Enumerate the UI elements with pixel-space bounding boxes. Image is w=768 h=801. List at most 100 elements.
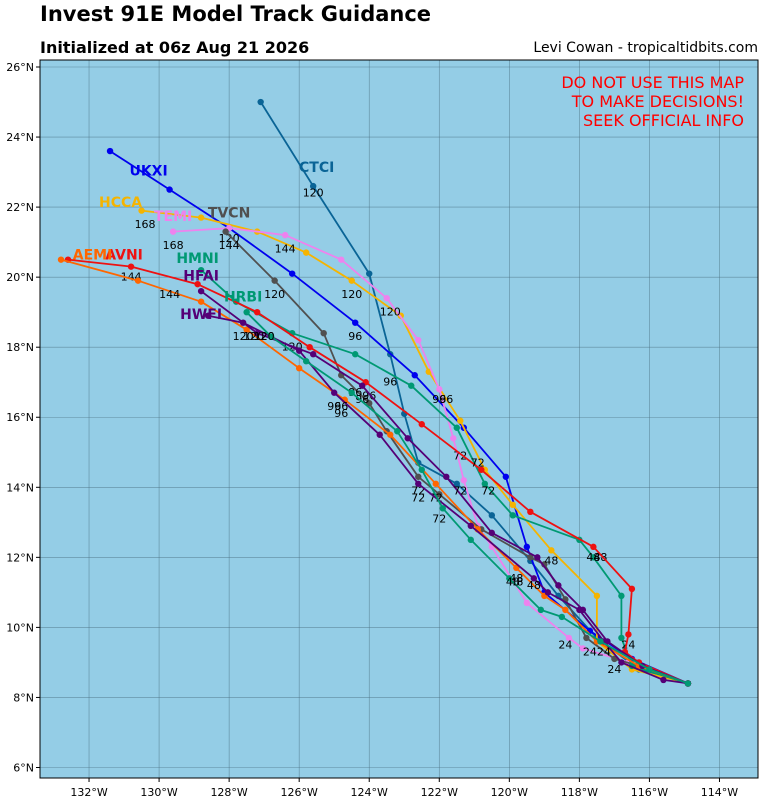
forecast-hour-label: 96 [334, 407, 348, 420]
forecast-hour-label: 72 [471, 456, 485, 469]
track-point [562, 606, 569, 614]
track-point [453, 480, 460, 487]
track-point [222, 228, 229, 235]
lon-tick-label: 114°W [701, 786, 738, 799]
track-point [579, 645, 587, 652]
track-point [457, 417, 464, 424]
track-point [387, 431, 394, 438]
track-point [194, 280, 201, 288]
lon-tick-label: 118°W [561, 786, 598, 799]
track-point [534, 554, 541, 561]
lat-tick-label: 8°N [13, 691, 34, 704]
forecast-hour-label: 72 [411, 491, 425, 504]
track-point [138, 207, 145, 214]
track-point [467, 536, 474, 544]
track-point [488, 512, 496, 519]
forecast-hour-label: 72 [453, 449, 467, 462]
track-point [348, 389, 355, 396]
forecast-hour-label: 96 [432, 393, 446, 406]
track-point [331, 389, 338, 396]
track-hrbi: 24 48 72 96 120 HRBI [224, 290, 692, 687]
forecast-hour-label: 120 [243, 330, 264, 343]
model-name-label: AEMI [73, 248, 113, 264]
forecast-hour-label: 144 [219, 239, 240, 252]
track-point [243, 308, 250, 316]
track-point [436, 491, 443, 498]
track-line [245, 311, 689, 685]
track-point [204, 312, 212, 319]
track-point [555, 582, 562, 589]
lon-tick-label: 116°W [631, 786, 668, 799]
track-point [197, 266, 205, 274]
track-point [295, 347, 303, 354]
track-point [239, 319, 247, 326]
forecast-hour-label: 48 [506, 575, 520, 588]
track-point [309, 351, 317, 358]
forecast-hour-label: 120 [341, 288, 362, 301]
track-hcca: 96 120 168 HCCA [99, 195, 692, 687]
forecast-hour-label: 120 [303, 187, 324, 200]
track-point [628, 585, 636, 593]
lon-tick-label: 122°W [421, 786, 458, 799]
forecast-hour-label: 120 [380, 306, 401, 319]
lon-tick-label: 120°W [491, 786, 528, 799]
lon-tick-label: 124°W [351, 786, 388, 799]
track-point [527, 554, 534, 561]
forecast-hour-label: 24 [558, 638, 572, 651]
track-point [523, 543, 531, 551]
credit-text: Levi Cowan - tropicaltidbits.com [533, 40, 758, 56]
track-point [302, 249, 310, 256]
warning-line: DO NOT USE THIS MAP [561, 73, 744, 92]
lon-tick-label: 132°W [70, 786, 107, 799]
track-point [506, 575, 513, 582]
model-tracks: 120CTCI96120UKXI96120168HCCA244872961201… [57, 98, 692, 687]
forecast-hour-label: 120 [219, 232, 240, 245]
forecast-hour-label: 96 [334, 400, 348, 413]
track-point [467, 522, 474, 530]
lat-tick-label: 22°N [6, 201, 34, 214]
forecast-hour-label: 72 [453, 484, 467, 497]
forecast-hour-label: 120 [254, 330, 275, 343]
forecast-hour-label: 72 [432, 512, 446, 525]
track-hmni: 24 48 72 96 120 HMNI [176, 251, 692, 687]
lat-tick-label: 6°N [13, 761, 34, 774]
track-point [530, 575, 538, 582]
track-point [267, 333, 275, 340]
forecast-hour-label: 96 [362, 390, 376, 403]
model-name-label: TEMI [154, 209, 192, 225]
track-point [558, 613, 566, 621]
track-point [306, 344, 313, 351]
track-point [439, 505, 446, 512]
lat-tick-label: 18°N [6, 341, 34, 354]
forecast-hour-label: 168 [135, 218, 156, 231]
model-name-label: HRBI [224, 290, 262, 306]
track-point [271, 277, 278, 284]
track-point [295, 365, 303, 372]
track-line [224, 230, 689, 685]
track-point [197, 214, 205, 221]
track-point [352, 319, 359, 326]
track-point [418, 421, 425, 428]
track-point [57, 256, 65, 263]
track-point [197, 298, 205, 305]
track-point [590, 554, 597, 561]
track-point [436, 386, 443, 393]
track-point [660, 676, 667, 684]
forecast-hour-label: 144 [275, 243, 296, 256]
forecast-hour-label: 96 [348, 330, 362, 343]
forecast-hour-label: 24 [583, 645, 597, 658]
forecast-hour-label: 72 [481, 484, 495, 497]
track-point [359, 382, 366, 389]
track-point [583, 634, 590, 642]
forecast-hour-label: 96 [439, 393, 453, 406]
track-avni: 48 72 96 144 AVNI [64, 248, 692, 687]
forecast-hour-label: 96 [348, 386, 362, 399]
track-point [253, 329, 261, 337]
lat-tick-label: 16°N [6, 411, 34, 424]
track-point [253, 308, 261, 316]
track-point [366, 270, 373, 277]
track-point [127, 263, 135, 270]
model-name-label: HFAI [183, 269, 219, 285]
lat-tick-label: 14°N [6, 481, 34, 494]
